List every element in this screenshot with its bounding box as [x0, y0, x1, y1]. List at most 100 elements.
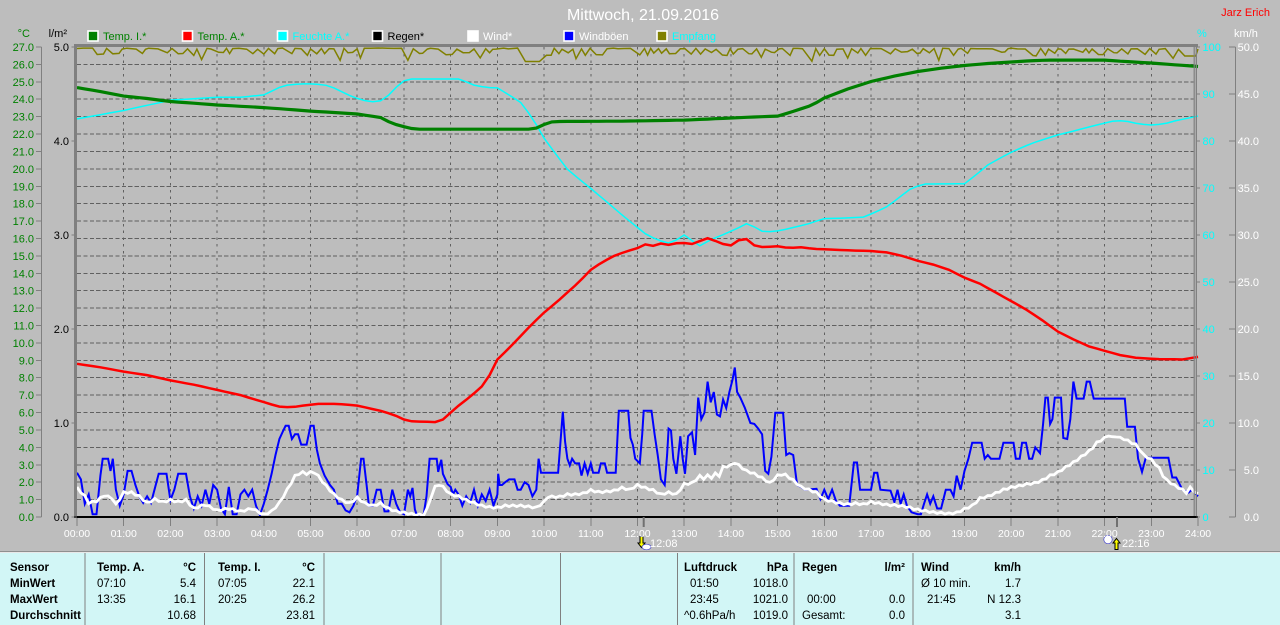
- svg-text:19:00: 19:00: [951, 528, 977, 540]
- svg-text:hPa: hPa: [767, 562, 789, 574]
- svg-text:10: 10: [1203, 465, 1215, 477]
- svg-text:15.0: 15.0: [13, 251, 34, 263]
- svg-text:21:45: 21:45: [927, 594, 956, 606]
- svg-text:MaxWert: MaxWert: [10, 594, 58, 606]
- svg-text:21:00: 21:00: [1045, 528, 1071, 540]
- svg-text:23:45: 23:45: [690, 594, 719, 606]
- svg-text:70: 70: [1203, 183, 1215, 195]
- svg-text:Mittwoch, 21.09.2016: Mittwoch, 21.09.2016: [567, 7, 719, 24]
- svg-text:60: 60: [1203, 230, 1215, 242]
- svg-text:20:00: 20:00: [998, 528, 1024, 540]
- svg-text:Temp. A.: Temp. A.: [97, 562, 144, 574]
- svg-text:04:00: 04:00: [251, 528, 277, 540]
- svg-text:l/m²: l/m²: [885, 562, 906, 574]
- svg-text:35.0: 35.0: [1238, 183, 1259, 195]
- svg-text:Regen: Regen: [802, 562, 837, 574]
- svg-text:05:00: 05:00: [297, 528, 323, 540]
- svg-text:10.0: 10.0: [13, 338, 34, 350]
- svg-text:22.1: 22.1: [293, 578, 315, 590]
- svg-text:50: 50: [1203, 277, 1215, 289]
- svg-text:10.0: 10.0: [1238, 418, 1259, 430]
- svg-text:22:16: 22:16: [1122, 538, 1150, 550]
- svg-text:4.0: 4.0: [19, 442, 34, 454]
- svg-text:23:00: 23:00: [1138, 528, 1164, 540]
- svg-text:45.0: 45.0: [1238, 89, 1259, 101]
- svg-text:°C: °C: [302, 562, 315, 574]
- svg-text:0.0: 0.0: [1244, 512, 1259, 524]
- svg-text:25.0: 25.0: [1238, 277, 1259, 289]
- svg-text:km/h: km/h: [1234, 28, 1258, 40]
- svg-text:11:00: 11:00: [578, 528, 604, 540]
- svg-text:40.0: 40.0: [1238, 136, 1259, 148]
- svg-text:17.0: 17.0: [13, 216, 34, 228]
- svg-text:Empfang: Empfang: [672, 31, 716, 43]
- svg-text:13:35: 13:35: [97, 594, 126, 606]
- svg-text:26.0: 26.0: [13, 59, 34, 71]
- svg-text:Durchschnitt: Durchschnitt: [10, 610, 81, 622]
- svg-text:17:00: 17:00: [858, 528, 884, 540]
- svg-text:°C: °C: [18, 28, 30, 40]
- svg-text:20: 20: [1203, 418, 1215, 430]
- svg-text:l/m²: l/m²: [49, 28, 68, 40]
- svg-text:2.0: 2.0: [19, 477, 34, 489]
- svg-text:1.0: 1.0: [19, 495, 34, 507]
- svg-text:0: 0: [1203, 512, 1209, 524]
- svg-text:16:00: 16:00: [811, 528, 837, 540]
- svg-text:5.4: 5.4: [180, 578, 197, 590]
- svg-text:90: 90: [1203, 89, 1215, 101]
- svg-text:12.0: 12.0: [13, 303, 34, 315]
- svg-text:40: 40: [1203, 324, 1215, 336]
- svg-text:0.0: 0.0: [889, 610, 905, 622]
- svg-text:18.0: 18.0: [13, 199, 34, 211]
- svg-text:Jarz Erich: Jarz Erich: [1221, 7, 1270, 19]
- svg-text:20:25: 20:25: [218, 594, 247, 606]
- svg-text:Wind: Wind: [921, 562, 949, 574]
- svg-text:13:00: 13:00: [671, 528, 697, 540]
- svg-text:12:08: 12:08: [650, 538, 678, 550]
- svg-text:30.0: 30.0: [1238, 230, 1259, 242]
- svg-text:km/h: km/h: [994, 562, 1021, 574]
- svg-text:Ø 10 min.: Ø 10 min.: [921, 578, 971, 590]
- svg-text:0.0: 0.0: [19, 512, 34, 524]
- svg-text:Regen*: Regen*: [388, 31, 425, 43]
- svg-text:15:00: 15:00: [764, 528, 790, 540]
- svg-text:10:00: 10:00: [531, 528, 557, 540]
- svg-text:30: 30: [1203, 371, 1215, 383]
- svg-text:8.0: 8.0: [19, 373, 34, 385]
- svg-text:00:00: 00:00: [64, 528, 90, 540]
- svg-text:50.0: 50.0: [1238, 42, 1259, 54]
- svg-text:02:00: 02:00: [157, 528, 183, 540]
- svg-text:21.0: 21.0: [13, 146, 34, 158]
- svg-text:7.0: 7.0: [19, 390, 34, 402]
- svg-text:16.1: 16.1: [174, 594, 196, 606]
- svg-text:2.0: 2.0: [54, 324, 69, 336]
- svg-text:0.0: 0.0: [54, 512, 69, 524]
- svg-text:23.81: 23.81: [286, 610, 315, 622]
- svg-text:Gesamt:: Gesamt:: [802, 610, 845, 622]
- svg-text:MinWert: MinWert: [10, 578, 55, 590]
- svg-text:23.0: 23.0: [13, 112, 34, 124]
- svg-text:08:00: 08:00: [438, 528, 464, 540]
- svg-text:13.0: 13.0: [13, 286, 34, 298]
- svg-text:5.0: 5.0: [54, 42, 69, 54]
- svg-text:6.0: 6.0: [19, 408, 34, 420]
- svg-text:01:50: 01:50: [690, 578, 719, 590]
- svg-text:14.0: 14.0: [13, 268, 34, 280]
- svg-text:3.1: 3.1: [1005, 610, 1021, 622]
- svg-text:03:00: 03:00: [204, 528, 230, 540]
- svg-text:1.0: 1.0: [54, 418, 69, 430]
- svg-text:12:00: 12:00: [624, 528, 650, 540]
- svg-text:27.0: 27.0: [13, 42, 34, 54]
- svg-text:1021.0: 1021.0: [753, 594, 788, 606]
- svg-text:Feuchte A.*: Feuchte A.*: [293, 31, 351, 43]
- svg-text:00:00: 00:00: [807, 594, 836, 606]
- svg-text:80: 80: [1203, 136, 1215, 148]
- svg-text:22.0: 22.0: [13, 129, 34, 141]
- svg-text:3.0: 3.0: [19, 460, 34, 472]
- svg-text:1019.0: 1019.0: [753, 610, 788, 622]
- svg-text:20.0: 20.0: [1238, 324, 1259, 336]
- svg-text:N 12.3: N 12.3: [987, 594, 1021, 606]
- svg-text:4.0: 4.0: [54, 136, 69, 148]
- svg-text:18:00: 18:00: [905, 528, 931, 540]
- svg-text:26.2: 26.2: [293, 594, 315, 606]
